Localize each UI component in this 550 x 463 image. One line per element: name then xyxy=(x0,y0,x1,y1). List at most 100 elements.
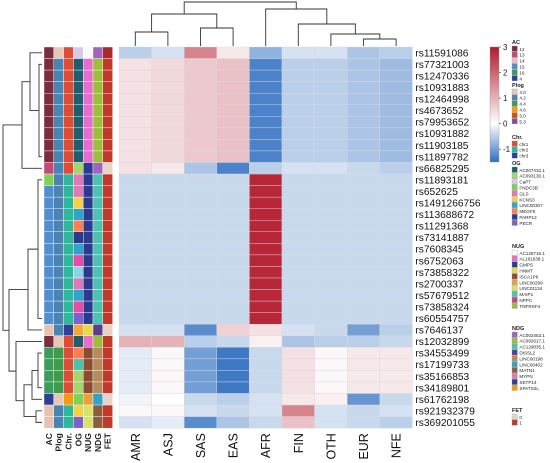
heatmap-cell xyxy=(379,324,413,336)
color-scale-tick-label: 2 xyxy=(503,69,508,78)
dendrogram-branch xyxy=(363,38,397,46)
heatmap-cell xyxy=(183,81,217,94)
legend-label: TNFRSF4 xyxy=(519,304,540,309)
row-label: rs77321003 xyxy=(415,60,469,71)
annotation-cell xyxy=(53,58,64,71)
legend-label: 1 xyxy=(519,421,522,426)
legend-swatch xyxy=(511,384,518,391)
heatmap-cell xyxy=(151,393,185,406)
heatmap-cell xyxy=(151,277,185,290)
heatmap-cell xyxy=(314,416,348,429)
heatmap-cell xyxy=(281,104,315,117)
legend-swatch xyxy=(511,219,518,226)
legend-title: AC xyxy=(512,40,520,46)
heatmap-cell xyxy=(183,335,217,348)
annotation-cell xyxy=(82,370,94,383)
heatmap-cell xyxy=(379,300,413,313)
legend-swatch xyxy=(511,419,518,426)
dendrogram-branch xyxy=(31,369,42,400)
legend-swatch xyxy=(511,279,518,286)
annotation-cell xyxy=(92,220,104,233)
heatmap-cell xyxy=(347,92,381,105)
heatmap-cell xyxy=(183,289,217,302)
legend-swatch xyxy=(511,75,518,82)
row-label: rs1491266756 xyxy=(415,199,480,210)
heatmap-cell xyxy=(314,254,348,267)
annotation-cell xyxy=(73,127,84,140)
annotation-cell xyxy=(43,393,55,406)
annotation-cell xyxy=(73,312,84,325)
annotation-cell xyxy=(92,243,104,256)
annotation-cell xyxy=(63,162,74,175)
legend-swatch xyxy=(511,367,518,373)
legend-swatch xyxy=(511,355,518,362)
heatmap-cell xyxy=(216,173,250,186)
heatmap-cell xyxy=(347,139,381,152)
annotation-cell xyxy=(53,393,64,406)
heatmap-cell xyxy=(379,370,413,383)
annotation-cell xyxy=(92,277,104,290)
annotation-cell xyxy=(102,196,113,209)
column-label: EUR xyxy=(357,433,371,459)
annotation-cell xyxy=(92,173,104,186)
annotation-cell xyxy=(43,58,55,71)
heatmap-cell xyxy=(347,58,381,71)
annotation-cell xyxy=(63,312,74,325)
annotation-cell xyxy=(53,139,64,152)
row-label: rs11903185 xyxy=(415,141,468,152)
annotation-track-label: NUG xyxy=(83,433,93,452)
heatmap-cell xyxy=(118,81,152,94)
legend-swatch xyxy=(511,190,518,197)
heatmap-cell xyxy=(216,324,250,336)
color-scale-tick-label: -1 xyxy=(503,145,511,154)
heatmap-cell xyxy=(249,347,283,360)
heatmap-cell xyxy=(281,150,315,163)
legend-label: MAIP1 xyxy=(519,292,533,297)
heatmap-cell xyxy=(347,231,381,244)
heatmap-cell xyxy=(379,69,413,82)
heatmap-cell xyxy=(151,208,185,221)
annotation-cell xyxy=(82,127,94,140)
heatmap-cell xyxy=(347,116,381,129)
heatmap-cell xyxy=(314,196,348,209)
annotation-cell xyxy=(73,58,84,71)
heatmap-cell xyxy=(347,185,381,198)
annotation-cell xyxy=(102,289,113,302)
annotation-cell xyxy=(102,347,113,360)
annotation-cell xyxy=(63,46,74,59)
heatmap-cells xyxy=(118,46,413,429)
annotation-cell xyxy=(43,266,55,279)
dendrogram-branch xyxy=(297,23,356,46)
annotation-cell xyxy=(73,116,84,129)
color-scale-legend: 3 2 1 0 -1 xyxy=(489,43,511,163)
annotation-tracks xyxy=(43,46,113,429)
legend-swatch xyxy=(511,184,518,191)
heatmap-cell xyxy=(347,162,381,175)
annotation-cell xyxy=(92,347,104,360)
column-label: AFR xyxy=(259,433,273,458)
heatmap-cell xyxy=(347,69,381,82)
annotation-cell xyxy=(73,69,84,82)
row-label: rs73858324 xyxy=(415,302,469,313)
annotation-cell xyxy=(102,312,113,325)
annotation-cell xyxy=(82,185,94,198)
heatmap-cell xyxy=(379,81,413,94)
heatmap-cell xyxy=(151,46,185,59)
annotation-cell xyxy=(73,347,84,360)
dendrogram-branch xyxy=(134,31,169,46)
annotation-cell xyxy=(43,116,55,129)
heatmap-cell xyxy=(379,139,413,152)
heatmap-cell xyxy=(314,46,348,59)
heatmap-cell xyxy=(183,393,217,406)
annotation-cell xyxy=(82,58,94,71)
annotation-cell xyxy=(92,92,104,105)
heatmap-cell xyxy=(118,220,152,233)
annotation-cell xyxy=(92,127,104,140)
annotation-cell xyxy=(73,208,84,221)
heatmap-cell xyxy=(118,404,152,417)
legend-label: 12 xyxy=(519,47,525,52)
heatmap-cell xyxy=(281,347,315,360)
legend-swatch xyxy=(511,255,518,262)
annotation-cell xyxy=(73,266,84,279)
annotation-cell xyxy=(53,162,64,175)
